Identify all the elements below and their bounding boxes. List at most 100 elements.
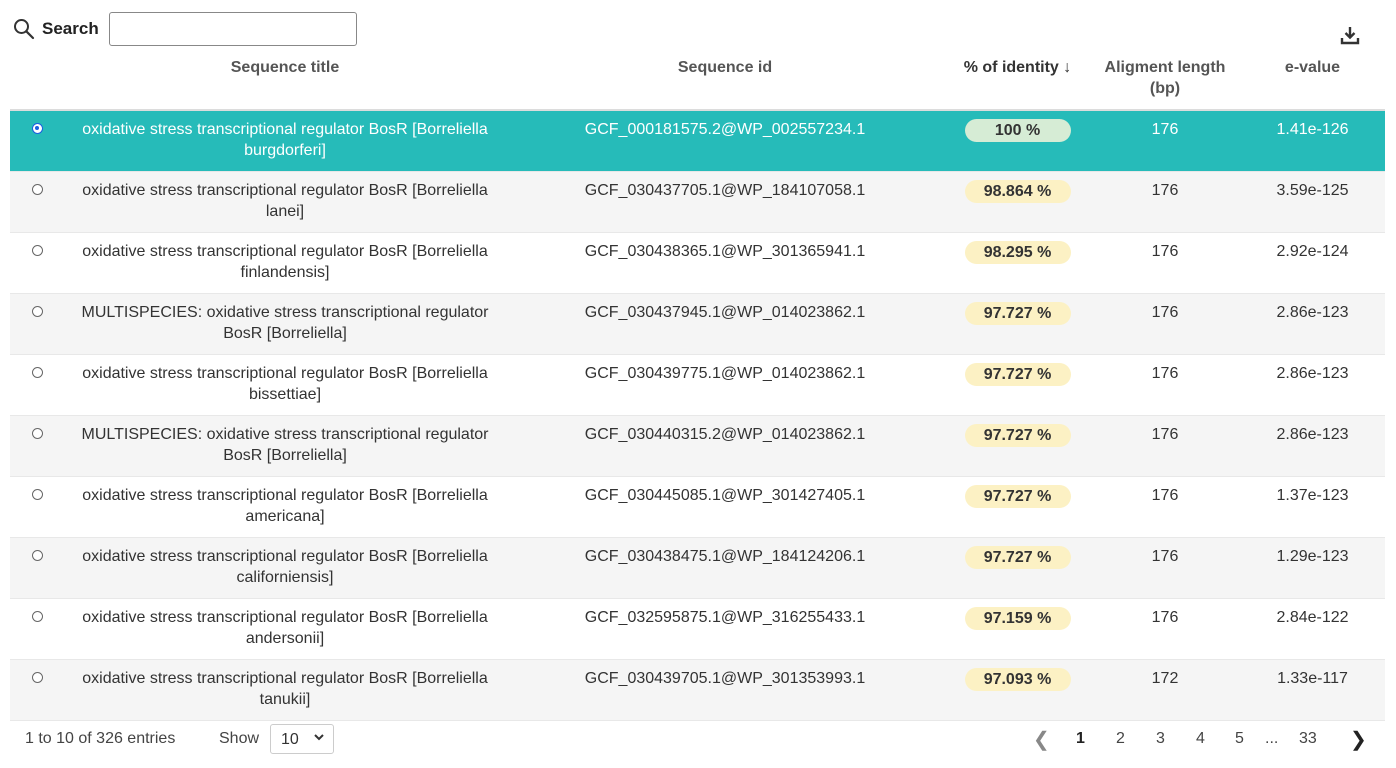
evalue-cell: 2.86e-123 <box>1240 293 1385 355</box>
identity-cell: 97.093 % <box>945 659 1090 721</box>
next-page-button[interactable]: ❯ <box>1350 729 1367 751</box>
table-row[interactable]: oxidative stress transcriptional regulat… <box>10 110 1385 172</box>
row-select-cell <box>10 110 65 172</box>
row-radio[interactable] <box>32 306 43 317</box>
evalue-cell: 1.37e-123 <box>1240 476 1385 538</box>
identity-badge: 97.727 % <box>964 424 1071 447</box>
page-size-select[interactable]: 10 <box>270 724 334 754</box>
sequence-title-cell: MULTISPECIES: oxidative stress transcrip… <box>65 293 505 355</box>
search-label: Search <box>42 19 99 38</box>
identity-badge: 97.159 % <box>964 607 1071 630</box>
page-1-button[interactable]: 1 <box>1076 730 1085 747</box>
sequence-id-cell: GCF_030439705.1@WP_301353993.1 <box>505 659 945 721</box>
identity-badge: 97.727 % <box>964 485 1071 508</box>
table-row[interactable]: oxidative stress transcriptional regulat… <box>10 171 1385 233</box>
sequence-title-cell: oxidative stress transcriptional regulat… <box>65 659 505 721</box>
identity-badge: 97.727 % <box>964 363 1071 386</box>
identity-cell: 97.727 % <box>945 415 1090 477</box>
evalue-cell: 1.33e-117 <box>1240 659 1385 721</box>
row-radio[interactable] <box>32 245 43 256</box>
sequence-title-cell: oxidative stress transcriptional regulat… <box>65 354 505 416</box>
identity-badge: 97.093 % <box>964 668 1071 691</box>
table-row[interactable]: oxidative stress transcriptional regulat… <box>10 659 1385 721</box>
row-radio[interactable] <box>32 184 43 195</box>
identity-cell: 100 % <box>945 110 1090 172</box>
search-input[interactable] <box>108 12 357 46</box>
identity-cell: 98.864 % <box>945 171 1090 233</box>
identity-badge: 100 % <box>964 119 1071 142</box>
row-select-cell <box>10 354 65 416</box>
sequence-id-cell: GCF_030437945.1@WP_014023862.1 <box>505 293 945 355</box>
identity-cell: 98.295 % <box>945 232 1090 294</box>
prev-page-button[interactable]: ❮ <box>1033 729 1050 751</box>
identity-cell: 97.727 % <box>945 354 1090 416</box>
page-4-button[interactable]: 4 <box>1196 730 1205 747</box>
row-select-cell <box>10 537 65 599</box>
table-row[interactable]: MULTISPECIES: oxidative stress transcrip… <box>10 415 1385 477</box>
evalue-header[interactable]: e-value <box>1240 53 1385 111</box>
identity-badge: 97.727 % <box>964 302 1071 325</box>
identity-badge: 98.864 % <box>964 180 1071 203</box>
alignment-length-cell: 176 <box>1090 171 1240 233</box>
page-3-button[interactable]: 3 <box>1156 730 1165 747</box>
row-select-cell <box>10 598 65 660</box>
sequence-id-cell: GCF_030438475.1@WP_184124206.1 <box>505 537 945 599</box>
page-33-button[interactable]: 33 <box>1299 730 1317 747</box>
identity-cell: 97.727 % <box>945 293 1090 355</box>
sequence-id-cell: GCF_030438365.1@WP_301365941.1 <box>505 232 945 294</box>
identity-cell: 97.727 % <box>945 537 1090 599</box>
sequence-title-header[interactable]: Sequence title <box>65 53 505 111</box>
alignment-length-cell: 176 <box>1090 354 1240 416</box>
table-row[interactable]: oxidative stress transcriptional regulat… <box>10 476 1385 538</box>
sequence-title-cell: MULTISPECIES: oxidative stress transcrip… <box>65 415 505 477</box>
row-radio[interactable] <box>32 550 43 561</box>
row-radio[interactable] <box>32 672 43 683</box>
sequence-title-cell: oxidative stress transcriptional regulat… <box>65 171 505 233</box>
table-row[interactable]: oxidative stress transcriptional regulat… <box>10 598 1385 660</box>
identity-badge: 97.727 % <box>964 546 1071 569</box>
alignment-length-cell: 176 <box>1090 110 1240 172</box>
table-row[interactable]: oxidative stress transcriptional regulat… <box>10 232 1385 294</box>
search-icon <box>14 19 35 40</box>
evalue-cell: 3.59e-125 <box>1240 171 1385 233</box>
sequence-id-cell: GCF_030440315.2@WP_014023862.1 <box>505 415 945 477</box>
page-size-value: 10 <box>281 731 299 748</box>
chevron-down-icon <box>314 734 324 741</box>
results-table: Sequence title Sequence id % of identity… <box>10 53 1385 721</box>
evalue-cell: 2.92e-124 <box>1240 232 1385 294</box>
sequence-title-cell: oxidative stress transcriptional regulat… <box>65 232 505 294</box>
table-row[interactable]: oxidative stress transcriptional regulat… <box>10 537 1385 599</box>
entries-info: 1 to 10 of 326 entries <box>25 730 176 747</box>
page-5-button[interactable]: 5 <box>1235 730 1244 747</box>
sequence-title-cell: oxidative stress transcriptional regulat… <box>65 110 505 172</box>
identity-badge: 98.295 % <box>964 241 1071 264</box>
row-select-cell <box>10 293 65 355</box>
row-radio[interactable] <box>32 489 43 500</box>
row-radio[interactable] <box>32 428 43 439</box>
identity-cell: 97.727 % <box>945 476 1090 538</box>
sequence-id-cell: GCF_030439775.1@WP_014023862.1 <box>505 354 945 416</box>
alignment-length-header[interactable]: Aligment length (bp) <box>1090 53 1240 111</box>
alignment-length-cell: 176 <box>1090 232 1240 294</box>
table-row[interactable]: MULTISPECIES: oxidative stress transcrip… <box>10 293 1385 355</box>
table-header-row: Sequence title Sequence id % of identity… <box>10 53 1385 111</box>
table-footer: 1 to 10 of 326 entries Show 10 ❮ 1 2 3 4… <box>0 720 1396 760</box>
evalue-cell: 1.29e-123 <box>1240 537 1385 599</box>
row-select-cell <box>10 476 65 538</box>
evalue-cell: 1.41e-126 <box>1240 110 1385 172</box>
sequence-id-cell: GCF_030437705.1@WP_184107058.1 <box>505 171 945 233</box>
page-2-button[interactable]: 2 <box>1116 730 1125 747</box>
evalue-cell: 2.86e-123 <box>1240 354 1385 416</box>
row-select-cell <box>10 232 65 294</box>
row-radio[interactable] <box>32 367 43 378</box>
sequence-id-header[interactable]: Sequence id <box>505 53 945 111</box>
download-icon[interactable] <box>1339 24 1361 46</box>
row-radio[interactable] <box>32 123 43 134</box>
identity-header[interactable]: % of identity ↓ <box>945 53 1090 111</box>
page-ellipsis: ... <box>1265 730 1279 747</box>
alignment-length-cell: 176 <box>1090 293 1240 355</box>
identity-cell: 97.159 % <box>945 598 1090 660</box>
evalue-cell: 2.86e-123 <box>1240 415 1385 477</box>
row-radio[interactable] <box>32 611 43 622</box>
table-row[interactable]: oxidative stress transcriptional regulat… <box>10 354 1385 416</box>
